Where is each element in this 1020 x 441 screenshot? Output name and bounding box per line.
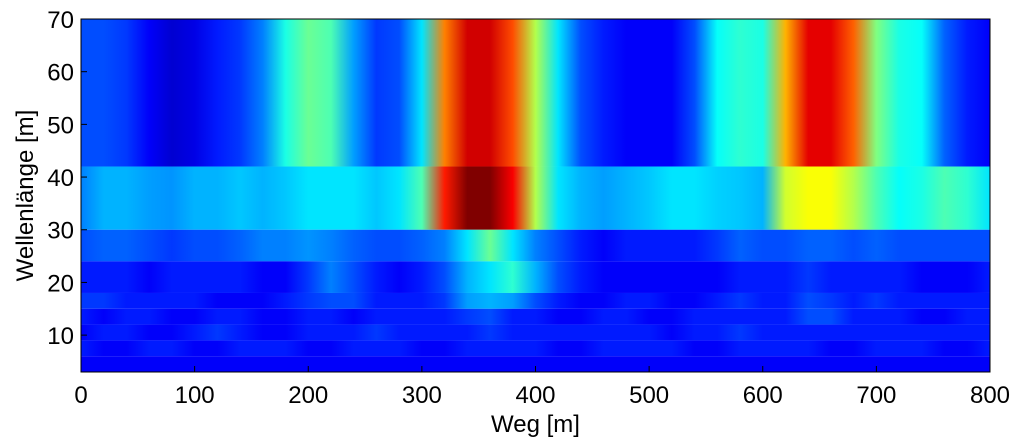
- x-tick-label: 800: [970, 382, 1010, 409]
- heatmap-band-18-24: [81, 261, 990, 293]
- x-tick-label: 0: [74, 382, 87, 409]
- y-axis: 10 20 30 40 50 60 70: [47, 7, 87, 350]
- heatmap-band-15-18: [81, 292, 990, 309]
- y-tick-label: 20: [47, 270, 74, 297]
- y-tick-label: 70: [47, 7, 74, 34]
- x-axis: 0 100 200 300 400 500 600 700 800: [74, 366, 1010, 409]
- x-tick-label: 700: [856, 382, 896, 409]
- y-tick-label: 60: [47, 60, 74, 87]
- heatmap-band-9-12: [81, 324, 990, 341]
- heatmap-bands: [81, 19, 990, 372]
- y-tick-label: 50: [47, 112, 74, 139]
- heatmap-band-42-70: [81, 19, 990, 167]
- y-axis-label: Wellenlänge [m]: [12, 110, 39, 282]
- x-tick-label: 400: [515, 382, 555, 409]
- y-tick-label: 30: [47, 218, 74, 245]
- x-tick-label: 600: [743, 382, 783, 409]
- heatmap-band-30-42: [81, 166, 990, 230]
- heatmap-band-12-15: [81, 308, 990, 325]
- y-tick-label: 40: [47, 165, 74, 192]
- x-tick-label: 500: [629, 382, 669, 409]
- y-tick-label: 10: [47, 323, 74, 350]
- x-axis-label: Weg [m]: [491, 411, 580, 438]
- heatmap-band-24-30: [81, 229, 990, 262]
- x-tick-label: 300: [402, 382, 442, 409]
- heatmap-band-6-9: [81, 340, 990, 357]
- x-tick-label: 100: [175, 382, 215, 409]
- x-tick-label: 200: [288, 382, 328, 409]
